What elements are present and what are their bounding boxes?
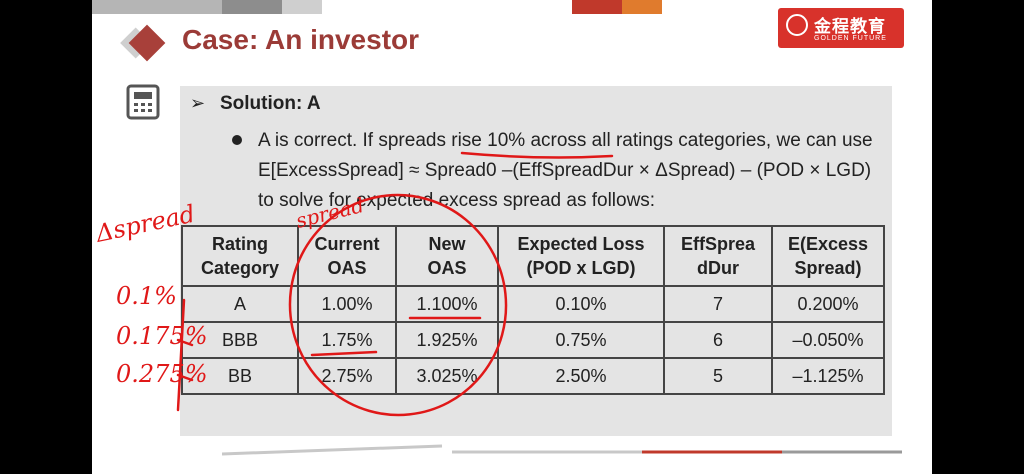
cell-expected-loss: 0.10% xyxy=(497,285,665,323)
table-row: A 1.00% 1.100% 0.10% 7 0.200% xyxy=(181,285,885,323)
slide-title: Case: An investor xyxy=(182,24,420,55)
cell-current-oas: 1.00% xyxy=(297,285,397,323)
header-expected-loss: Expected Loss (POD x LGD) xyxy=(497,225,665,287)
solution-paragraph: A is correct. If spreads rise 10% across… xyxy=(258,130,873,211)
underline-stroke xyxy=(460,151,614,159)
solution-heading: Solution: A xyxy=(220,93,321,114)
cell-excess-spread: –0.050% xyxy=(771,321,885,359)
arrow-bullet-icon: ➢ xyxy=(190,93,206,113)
bracket-tick xyxy=(176,338,194,347)
round-bullet-icon xyxy=(232,135,242,145)
current-underline xyxy=(310,350,378,357)
annotation-spread: spread xyxy=(293,193,366,233)
annotation-row-bbb: 0.175% xyxy=(116,322,208,350)
cell-expected-loss: 2.50% xyxy=(497,357,665,395)
header-excess-spread: E(Excess Spread) xyxy=(771,225,885,287)
calculator-icon xyxy=(126,84,160,120)
cell-rating: A xyxy=(181,285,299,323)
oas-circle xyxy=(288,193,508,417)
header-current-oas: Current OAS xyxy=(297,225,397,287)
cell-eff-spread-dur: 7 xyxy=(663,285,773,323)
footer-decoration xyxy=(222,444,902,456)
cell-excess-spread: –1.125% xyxy=(771,357,885,395)
cell-new-oas: 1.100% xyxy=(395,285,499,323)
table-row: BB 2.75% 3.025% 2.50% 5 –1.125% xyxy=(181,357,885,395)
cell-expected-loss: 0.75% xyxy=(497,321,665,359)
header-eff-spread-dur: EffSprea dDur xyxy=(663,225,773,287)
logo-text-en: GOLDEN FUTURE xyxy=(814,35,887,42)
cell-eff-spread-dur: 5 xyxy=(663,357,773,395)
cell-excess-spread: 0.200% xyxy=(771,285,885,323)
logo-text-cn: 金程教育 xyxy=(814,17,886,36)
cell-rating: BB xyxy=(181,357,299,395)
brand-logo: 金程教育 GOLDEN FUTURE xyxy=(778,8,904,48)
top-color-bar xyxy=(92,0,932,14)
bracket-tick xyxy=(176,373,194,382)
annotation-row-a: 0.1% xyxy=(116,282,177,310)
table-row: BBB 1.75% 1.925% 0.75% 6 –0.050% xyxy=(181,321,885,359)
logo-emblem-icon xyxy=(786,14,808,36)
spread-table: Rating Category Current OAS New OAS Expecte… xyxy=(181,225,885,395)
cell-rating: BBB xyxy=(181,321,299,359)
cell-current-oas: 2.75% xyxy=(297,357,397,395)
annotation-delta-spread: Δspread xyxy=(92,200,197,248)
cell-eff-spread-dur: 6 xyxy=(663,321,773,359)
row-bracket xyxy=(176,298,186,412)
header-rating-category: Rating Category xyxy=(181,225,299,287)
table-header-row: Rating Category Current OAS New OAS Expecte… xyxy=(181,225,885,287)
cell-new-oas: 1.925% xyxy=(395,321,499,359)
annotation-row-bb: 0.275% xyxy=(116,360,208,388)
